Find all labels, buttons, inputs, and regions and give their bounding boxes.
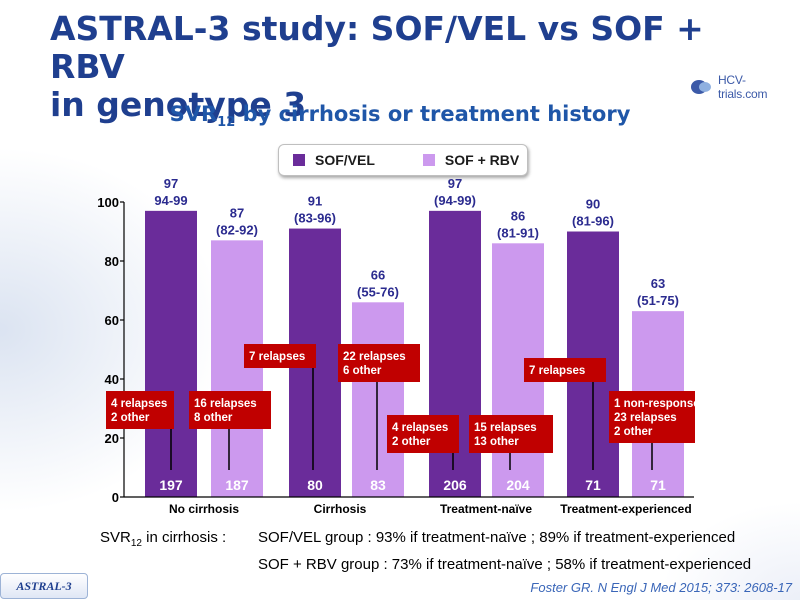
note-label: SVR12 in cirrhosis : <box>100 527 258 554</box>
bar-chart: 0 20 40 60 80 100 97 94-99 91 (83-96) 97 (94-99) 90 (… <box>97 176 700 516</box>
y-tick-label-100: 100 <box>97 195 119 210</box>
annotation-text-3-1: 6 other <box>343 365 382 377</box>
note-label-sub: 12 <box>130 538 142 549</box>
ci-label-0-1: (83-96) <box>294 211 336 226</box>
note-line-1: SOF/VEL group : 93% if treatment-naïve ;… <box>258 529 736 546</box>
ci-label-0-0: 94-99 <box>154 193 187 208</box>
category-label-0: No cirrhosis <box>169 502 239 516</box>
n-label-0-3: 71 <box>585 477 601 493</box>
annotation-text-0-0: 4 relapses <box>111 398 167 410</box>
value-label-1-3: 63 <box>651 276 665 291</box>
ci-label-1-1: (55-76) <box>357 284 399 299</box>
legend-item-sofrbv: SOF + RBV <box>422 152 520 168</box>
annotation-box-1 <box>189 391 271 429</box>
note-label-rest: in cirrhosis : <box>141 529 227 546</box>
annotation-text-3-0: 22 relapses <box>343 351 406 363</box>
annotation-text-4-0: 4 relapses <box>392 422 448 434</box>
subtitle-sub: 12 <box>217 115 236 131</box>
legend-item-sofvel: SOF/VEL <box>293 152 375 168</box>
study-badge: ASTRAL-3 <box>0 573 88 599</box>
annotation-box-3 <box>338 344 420 382</box>
ci-label-0-3: (81-96) <box>572 214 614 229</box>
y-tick-label-60: 60 <box>105 313 119 328</box>
bar-sofrbv-0 <box>211 240 263 497</box>
value-label-0-0: 97 <box>164 176 178 191</box>
annotation-text-7-0: 1 non-response <box>614 398 700 410</box>
annotation-text-2-0: 7 relapses <box>249 351 305 363</box>
category-label-3: Treatment-experienced <box>560 502 691 516</box>
n-label-0-2: 206 <box>443 477 467 493</box>
note-label-main: SVR <box>100 529 131 546</box>
n-label-0-0: 197 <box>159 477 183 493</box>
y-tick-label-80: 80 <box>105 254 119 269</box>
y-tick-label-20: 20 <box>105 431 119 446</box>
annotation-text-6-0: 7 relapses <box>529 365 585 377</box>
chart-subtitle: SVR12 by cirrhosis or treatment history <box>0 102 800 130</box>
annotation-box-5 <box>469 415 553 453</box>
annotation-text-0-1: 2 other <box>111 412 150 424</box>
subtitle-main: SVR <box>169 102 218 126</box>
value-label-1-0: 87 <box>230 205 244 220</box>
ci-label-1-2: (81-91) <box>497 225 539 240</box>
bar-sofvel-2 <box>429 210 481 497</box>
annotation-text-4-1: 2 other <box>392 436 431 448</box>
annotation-box-4 <box>387 415 459 453</box>
annotation-box-2 <box>244 344 316 368</box>
slide-title: ASTRAL-3 study: SOF/VEL vs SOF + RBV in … <box>50 10 770 124</box>
cirrhosis-note: SVR12 in cirrhosis : SOF/VEL group : 93%… <box>100 527 790 575</box>
subtitle-rest: by cirrhosis or treatment history <box>235 102 631 126</box>
annotation-box-0 <box>106 391 174 429</box>
bar-sofrbv-1 <box>352 302 404 497</box>
category-label-2: Treatment-naïve <box>440 502 532 516</box>
title-line-1: ASTRAL-3 study: SOF/VEL vs SOF + RBV <box>50 9 704 86</box>
logo-icon <box>690 80 711 94</box>
annotation-text-5-0: 15 relapses <box>474 422 537 434</box>
ci-label-0-2: (94-99) <box>434 193 476 208</box>
title-line-2: in genotype 3 <box>50 85 307 124</box>
value-label-0-2: 97 <box>448 176 462 191</box>
category-label-1: Cirrhosis <box>314 502 367 516</box>
note-line-2: SOF + RBV group : 73% if treatment-naïve… <box>258 556 752 573</box>
logo-text: HCV-trials.com <box>717 73 768 101</box>
value-label-0-3: 90 <box>586 197 600 212</box>
chart-legend: SOF/VEL SOF + RBV <box>278 144 528 176</box>
annotation-box-6 <box>524 358 606 382</box>
n-label-1-0: 187 <box>225 477 249 493</box>
ci-label-1-3: (51-75) <box>637 293 679 308</box>
legend-swatch-sofrbv <box>422 154 435 166</box>
y-tick-label-40: 40 <box>105 372 119 387</box>
annotation-text-1-0: 16 relapses <box>194 398 257 410</box>
annotation-text-5-1: 13 other <box>474 436 519 448</box>
hcv-trials-logo: HCV-trials.com <box>690 73 795 101</box>
annotation-box-7 <box>609 391 695 443</box>
value-label-1-2: 86 <box>511 208 525 223</box>
n-label-1-1: 83 <box>370 477 386 493</box>
value-label-0-1: 91 <box>308 194 322 209</box>
annotation-text-7-2: 2 other <box>614 426 653 438</box>
legend-label-sofvel: SOF/VEL <box>315 152 375 168</box>
n-label-1-3: 71 <box>650 477 666 493</box>
annotation-text-7-1: 23 relapses <box>614 412 677 424</box>
annotation-text-1-1: 8 other <box>194 412 233 424</box>
legend-swatch-sofvel <box>293 154 305 166</box>
n-label-1-2: 204 <box>506 477 530 493</box>
n-label-0-1: 80 <box>307 477 323 493</box>
legend-label-sofrbv: SOF + RBV <box>444 152 520 168</box>
y-tick-label-0: 0 <box>112 490 119 505</box>
citation: Foster GR. N Engl J Med 2015; 373: 2608-… <box>530 580 792 595</box>
ci-label-1-0: (82-92) <box>216 222 258 237</box>
value-label-1-1: 66 <box>371 267 385 282</box>
